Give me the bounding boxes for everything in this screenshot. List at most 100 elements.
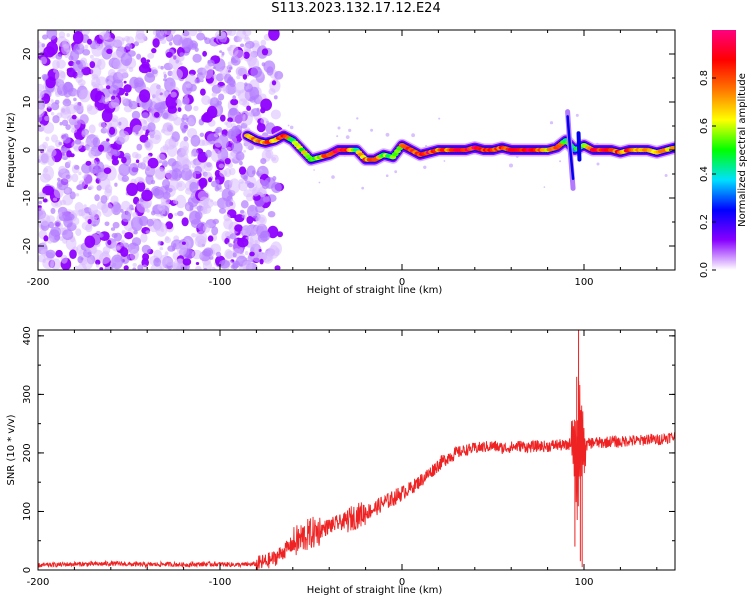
noise-blob	[235, 66, 248, 77]
noise-blob	[243, 30, 252, 37]
noise-blob	[57, 211, 63, 217]
noise-blob	[111, 254, 123, 270]
noise-blob	[229, 44, 233, 49]
noise-blob	[131, 237, 142, 247]
noise-blob	[79, 113, 89, 125]
noise-blob	[41, 241, 47, 247]
noise-blob	[247, 182, 255, 189]
noise-blob	[201, 204, 212, 215]
noise-blob	[132, 124, 144, 137]
y-tick-label: 200	[22, 443, 33, 462]
noise-blob	[196, 32, 206, 41]
noise-blob	[97, 171, 107, 180]
noise-blob	[73, 165, 80, 170]
noise-blob	[112, 149, 121, 157]
noise-blob	[336, 135, 339, 138]
noise-blob	[108, 126, 116, 135]
noise-blob	[313, 169, 315, 171]
noise-blob	[71, 114, 77, 120]
noise-blob	[94, 194, 100, 202]
noise-blob	[172, 34, 183, 46]
noise-blob	[111, 95, 116, 100]
noise-blob	[228, 178, 241, 194]
noise-blob	[229, 80, 236, 88]
noise-blob	[46, 103, 53, 109]
noise-blob	[228, 243, 233, 248]
noise-blob	[98, 233, 104, 238]
noise-blob	[149, 129, 162, 145]
y-tick-label: -20	[22, 238, 33, 254]
noise-blob	[268, 30, 280, 41]
noise-blob	[54, 70, 66, 83]
noise-blob	[234, 224, 243, 232]
noise-blob	[256, 107, 260, 112]
noise-blob	[261, 48, 269, 56]
noise-blob	[67, 213, 75, 221]
noise-blob	[90, 88, 102, 102]
noise-blob	[55, 249, 63, 258]
noise-blob	[197, 30, 203, 33]
noise-blob	[133, 230, 138, 235]
noise-blob	[102, 246, 111, 255]
noise-blob	[149, 83, 161, 98]
noise-blob	[274, 248, 280, 254]
noise-blob	[370, 128, 374, 132]
noise-blob	[167, 105, 177, 114]
noise-blob	[152, 38, 160, 48]
noise-blob	[230, 98, 239, 106]
noise-blob	[175, 99, 181, 104]
noise-blob	[239, 160, 243, 166]
noise-blob	[211, 92, 217, 97]
noise-blob	[212, 74, 217, 79]
noise-blob	[237, 89, 250, 102]
noise-blob	[147, 122, 156, 132]
noise-blob	[212, 66, 216, 69]
noise-blob	[171, 68, 184, 80]
noise-blob	[168, 55, 181, 70]
noise-blob	[267, 211, 276, 218]
noise-blob	[98, 144, 105, 152]
noise-blob	[100, 195, 108, 204]
noise-blob	[126, 182, 138, 196]
noise-blob	[157, 65, 161, 69]
noise-blob	[216, 100, 222, 106]
noise-blob	[438, 117, 441, 120]
noise-blob	[260, 98, 272, 111]
noise-blob	[132, 267, 137, 270]
noise-blob	[274, 70, 284, 80]
noise-blob	[140, 233, 148, 243]
noise-blob	[266, 66, 274, 76]
colorbar-tick-label: 0.6	[699, 118, 710, 134]
noise-blob	[47, 221, 55, 229]
noise-blob	[147, 157, 159, 169]
noise-blob	[180, 121, 189, 133]
noise-blob	[144, 72, 156, 83]
noise-blob	[139, 134, 149, 143]
noise-blob	[337, 126, 341, 130]
noise-blob	[190, 134, 201, 147]
noise-blob	[38, 200, 43, 205]
noise-blob	[50, 99, 54, 104]
colorbar-tick-label: 0.4	[699, 166, 710, 182]
noise-blob	[202, 249, 212, 257]
noise-blob	[167, 245, 176, 252]
noise-blob	[194, 166, 203, 175]
noise-blob	[167, 212, 173, 220]
noise-blob	[153, 111, 160, 118]
noise-blob	[227, 61, 232, 66]
noise-blob	[141, 244, 151, 254]
noise-blob	[128, 103, 133, 108]
noise-blob	[120, 96, 127, 104]
noise-blob	[135, 159, 140, 163]
noise-blob	[158, 241, 162, 245]
noise-blob	[162, 210, 166, 215]
noise-blob	[53, 68, 58, 73]
noise-blob	[135, 32, 147, 44]
noise-blob	[232, 260, 240, 269]
colorbar-tick-label: 0.8	[699, 70, 710, 86]
noise-blob	[549, 121, 554, 125]
noise-blob	[120, 52, 133, 66]
noise-blob	[253, 246, 260, 253]
noise-blob	[443, 160, 446, 162]
